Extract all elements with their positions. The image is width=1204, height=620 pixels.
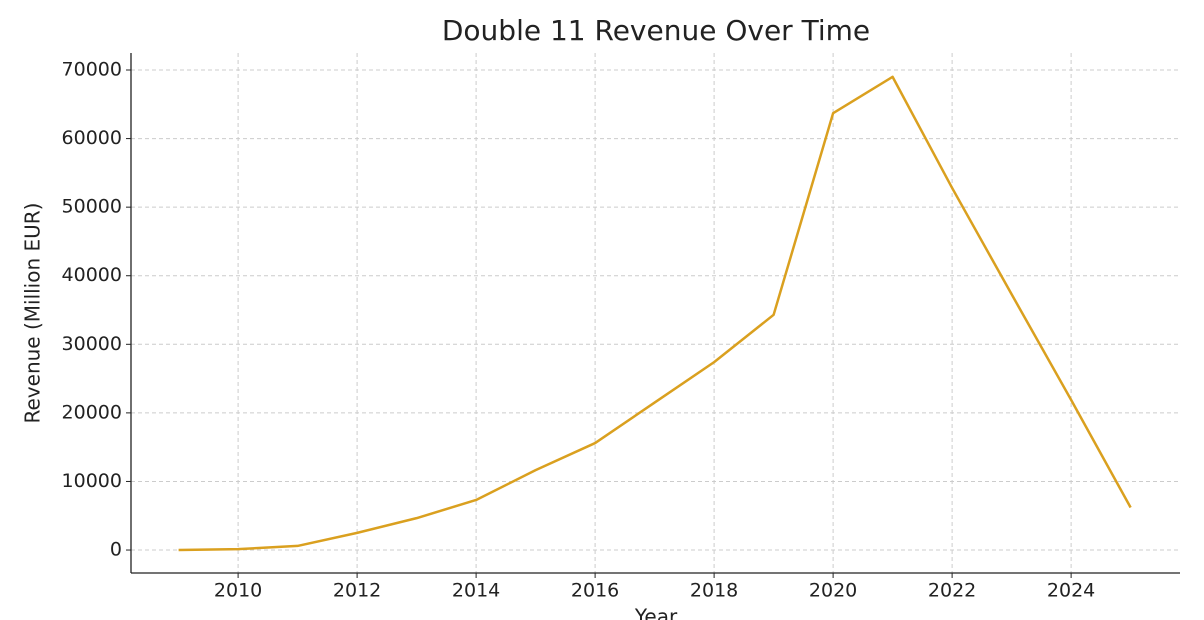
line-series bbox=[178, 75, 1132, 552]
x-tick-label: 2016 bbox=[571, 580, 619, 602]
x-axis-label: Year bbox=[634, 605, 678, 620]
x-tick-label: 2010 bbox=[214, 580, 262, 602]
y-tick-label: 70000 bbox=[62, 59, 122, 81]
y-tick-label: 50000 bbox=[62, 196, 122, 218]
x-tick-label: 2014 bbox=[452, 580, 500, 602]
y-tick-label: 0 bbox=[110, 539, 122, 561]
chart-title: Double 11 Revenue Over Time bbox=[442, 14, 870, 47]
y-tick-label: 10000 bbox=[62, 470, 122, 492]
y-tick-label: 40000 bbox=[62, 264, 122, 286]
y-axis-label: Revenue (Million EUR) bbox=[21, 203, 45, 424]
x-tick-label: 2012 bbox=[333, 580, 381, 602]
x-tick-label: 2018 bbox=[690, 580, 738, 602]
x-tick-label: 2022 bbox=[928, 580, 976, 602]
x-tick-label: 2020 bbox=[809, 580, 857, 602]
y-tick-label: 20000 bbox=[62, 401, 122, 423]
y-tick-label: 30000 bbox=[62, 333, 122, 355]
x-tick-label: 2024 bbox=[1047, 580, 1095, 602]
y-tick-label: 60000 bbox=[62, 127, 122, 149]
